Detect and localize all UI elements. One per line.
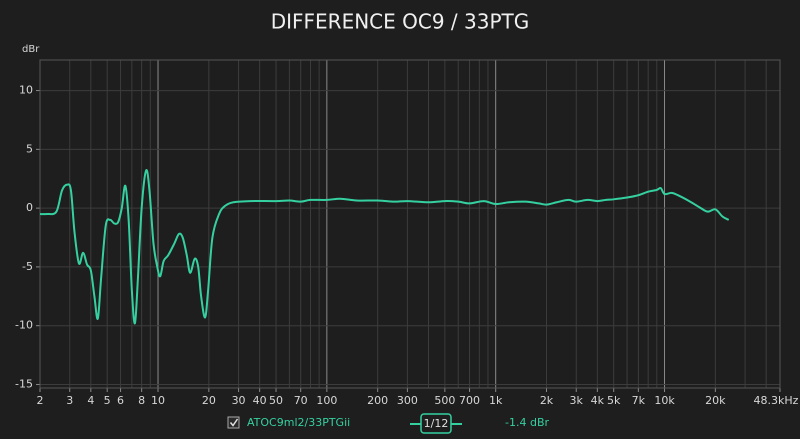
x-tick-label: 700 — [459, 394, 480, 407]
y-tick-label: 10 — [19, 84, 33, 97]
y-tick-label: -15 — [15, 377, 33, 390]
checkbox[interactable] — [227, 416, 240, 429]
x-tick-label: 4 — [87, 394, 94, 407]
x-tick-label: 20k — [705, 394, 726, 407]
y-axis-label: dBr — [22, 44, 40, 55]
series-line — [39, 169, 730, 325]
x-tick-label: 30 — [232, 394, 246, 407]
x-tick-label: 100 — [316, 394, 337, 407]
x-tick-label: 2 — [37, 394, 44, 407]
x-tick-label: 5 — [104, 394, 111, 407]
x-tick-label: 40 — [253, 394, 267, 407]
x-tick-label: 300 — [397, 394, 418, 407]
y-tick-label: 0 — [26, 201, 33, 214]
plot-frame — [39, 59, 781, 389]
x-tick-label: 50 — [269, 394, 283, 407]
x-tick-label: 8 — [138, 394, 145, 407]
legend-label: ATOC9ml2/33PTGii — [247, 416, 350, 429]
smoothing-label: 1/12 — [424, 417, 449, 430]
x-tick-label: 3k — [570, 394, 584, 407]
y-tick-label: -10 — [15, 319, 33, 332]
x-tick-label: 200 — [367, 394, 388, 407]
y-tick-label: -5 — [22, 260, 33, 273]
x-tick-label: 3 — [66, 394, 73, 407]
legend-readout: -1.4 dBr — [505, 416, 549, 429]
x-tick-label: 2k — [540, 394, 554, 407]
x-tick-label: 20 — [202, 394, 216, 407]
x-tick-label: 500 — [434, 394, 455, 407]
x-tick-label: 6 — [117, 394, 124, 407]
check-mark — [229, 418, 239, 427]
y-tick-label: 5 — [26, 142, 33, 155]
x-tick-label: 10 — [151, 394, 165, 407]
smoothing-box[interactable] — [420, 413, 452, 434]
x-tick-label: 4k — [591, 394, 605, 407]
chart-title: DIFFERENCE OC9 / 33PTG — [271, 10, 530, 34]
x-tick-label: 48.3kHz — [754, 394, 799, 407]
x-tick-label: 1k — [489, 394, 503, 407]
x-tick-label: 70 — [294, 394, 308, 407]
x-tick-label: 10k — [654, 394, 675, 407]
x-tick-label: 5k — [607, 394, 621, 407]
legend: 1/12 ATOC9ml2/33PTGii -1.4 dBr — [227, 413, 549, 434]
x-tick-label: 7k — [632, 394, 646, 407]
